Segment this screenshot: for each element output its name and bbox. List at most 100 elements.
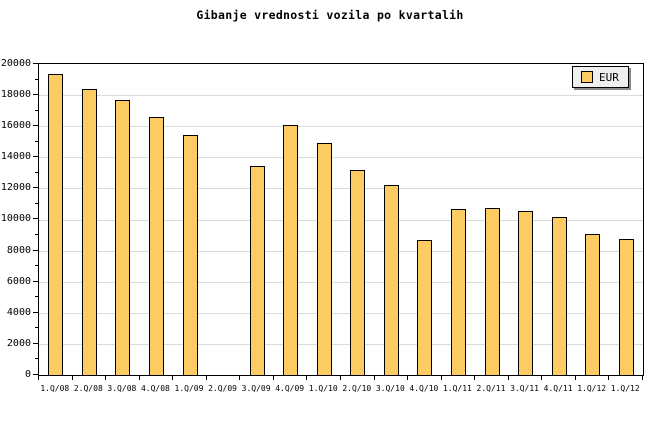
bar-1.Q/12 — [585, 234, 600, 375]
gridline — [39, 250, 643, 252]
plot-area — [38, 63, 644, 376]
x-tick-label: 1.Q/12 — [610, 384, 640, 393]
x-tick-label: 2.Q/09 — [208, 384, 237, 393]
gridline — [39, 95, 643, 97]
y-major-tick — [33, 312, 38, 313]
y-tick-label: 6000 — [6, 276, 31, 287]
x-tick-label: 2.Q/11 — [476, 384, 506, 393]
y-tick-label: 20000 — [0, 58, 31, 69]
gridline — [39, 157, 643, 159]
y-tick-label: 8000 — [6, 245, 31, 256]
gridline — [39, 126, 643, 128]
y-tick-label: 14000 — [0, 151, 31, 162]
x-tick — [575, 376, 576, 380]
x-tick — [374, 376, 375, 380]
x-tick — [474, 376, 475, 380]
chart-title: Gibanje vrednosti vozila po kvartalih — [196, 8, 464, 22]
y-major-tick — [33, 63, 38, 64]
y-minor-tick — [35, 79, 38, 80]
y-major-tick — [33, 343, 38, 344]
y-minor-tick — [35, 327, 38, 328]
x-tick-label: 4.Q/08 — [140, 384, 170, 393]
bar-4.Q/11 — [552, 217, 567, 375]
x-tick — [72, 376, 73, 380]
gridline — [39, 312, 643, 314]
bar-3.Q/08 — [115, 100, 130, 375]
bar-1.Q/10 — [317, 143, 332, 375]
y-minor-tick — [35, 265, 38, 266]
bar-1.Q/09 — [183, 135, 198, 375]
bar-2.Q/08 — [82, 89, 97, 375]
x-tick — [642, 376, 643, 380]
x-tick-label: 4.Q/10 — [409, 384, 439, 393]
x-tick-label: 1.Q/10 — [308, 384, 338, 393]
x-tick — [306, 376, 307, 380]
y-minor-tick — [35, 203, 38, 204]
y-major-tick — [33, 250, 38, 251]
bar-3.Q/11 — [518, 211, 533, 375]
y-major-tick — [33, 187, 38, 188]
gridline — [39, 219, 643, 221]
y-major-tick — [33, 94, 38, 95]
x-tick — [608, 376, 609, 380]
gridline — [39, 281, 643, 283]
x-tick — [172, 376, 173, 380]
y-tick-label: 4000 — [6, 307, 31, 318]
y-tick-label: 18000 — [0, 89, 31, 100]
y-tick-label: 2000 — [6, 338, 31, 349]
y-tick-label: 12000 — [0, 182, 31, 193]
bar-1.Q/12 — [619, 239, 634, 375]
y-major-tick — [33, 281, 38, 282]
x-tick-label: 1.Q/12 — [577, 384, 607, 393]
bar-1.Q/08 — [48, 74, 63, 375]
y-minor-tick — [35, 296, 38, 297]
y-minor-tick — [35, 234, 38, 235]
y-major-tick — [33, 374, 38, 375]
x-tick — [139, 376, 140, 380]
x-tick — [239, 376, 240, 380]
x-tick — [105, 376, 106, 380]
bar-4.Q/09 — [283, 125, 298, 375]
bar-2.Q/10 — [350, 170, 365, 375]
x-tick-label: 2.Q/10 — [342, 384, 372, 393]
x-tick — [38, 376, 39, 380]
y-tick-label: 0 — [24, 369, 31, 380]
bar-4.Q/08 — [149, 117, 164, 375]
x-tick-label: 4.Q/09 — [275, 384, 305, 393]
y-minor-tick — [35, 358, 38, 359]
y-minor-tick — [35, 110, 38, 111]
gridline — [39, 343, 643, 345]
x-tick-label: 3.Q/11 — [510, 384, 539, 393]
y-tick-label: 16000 — [0, 120, 31, 131]
legend-color-swatch-icon — [581, 71, 593, 83]
y-major-tick — [33, 156, 38, 157]
x-tick — [407, 376, 408, 380]
x-tick-label: 4.Q/11 — [543, 384, 573, 393]
x-tick — [441, 376, 442, 380]
x-tick-label: 3.Q/08 — [107, 384, 137, 393]
x-tick — [340, 376, 341, 380]
x-tick — [273, 376, 274, 380]
x-tick — [541, 376, 542, 380]
gridline — [39, 188, 643, 190]
x-tick-label: 1.Q/08 — [40, 384, 70, 393]
x-tick-label: 1.Q/09 — [174, 384, 204, 393]
y-minor-tick — [35, 141, 38, 142]
x-tick-label: 3.Q/10 — [375, 384, 405, 393]
y-major-tick — [33, 218, 38, 219]
y-major-tick — [33, 125, 38, 126]
x-tick-label: 2.Q/08 — [73, 384, 103, 393]
bar-3.Q/10 — [384, 185, 399, 375]
y-minor-tick — [35, 172, 38, 173]
y-tick-label: 10000 — [0, 213, 31, 224]
x-tick-label: 1.Q/11 — [442, 384, 472, 393]
bar-2.Q/11 — [485, 208, 500, 375]
legend-label: EUR — [599, 70, 619, 84]
x-tick — [508, 376, 509, 380]
bar-4.Q/10 — [417, 240, 432, 375]
legend: EUR — [572, 66, 629, 88]
bar-1.Q/11 — [451, 209, 466, 375]
x-tick-label: 3.Q/09 — [241, 384, 271, 393]
bar-3.Q/09 — [250, 166, 265, 375]
